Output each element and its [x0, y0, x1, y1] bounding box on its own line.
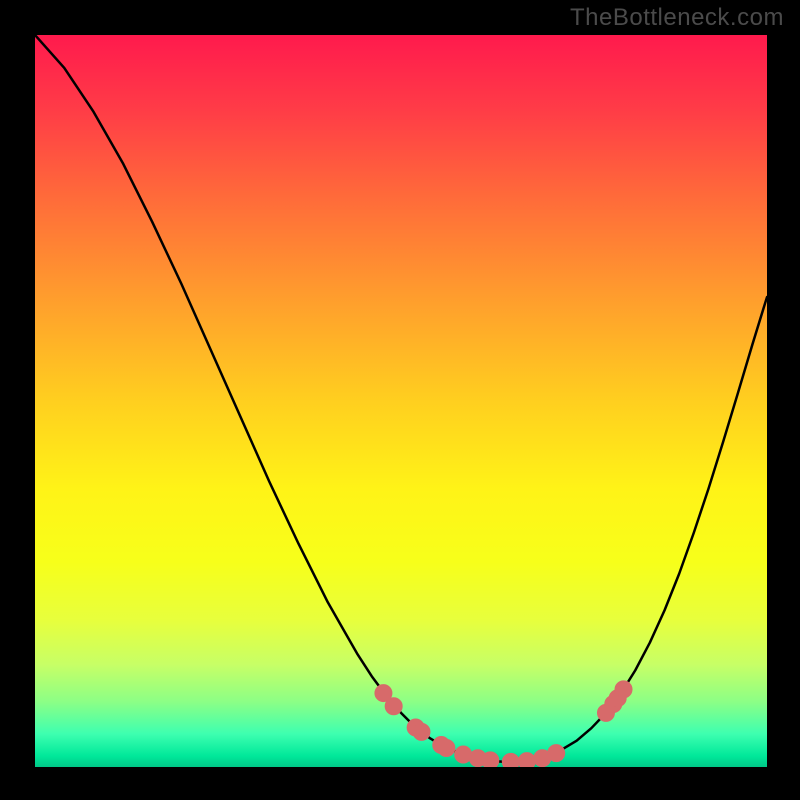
watermark-text: TheBottleneck.com: [570, 4, 784, 32]
gradient-background: [35, 35, 767, 767]
marker-dot: [438, 739, 455, 756]
marker-dot: [502, 753, 519, 767]
marker-dot: [615, 681, 632, 698]
marker-dot: [413, 723, 430, 740]
marker-dot: [548, 745, 565, 762]
chart-svg: [35, 35, 767, 767]
marker-dot: [385, 698, 402, 715]
marker-dot: [518, 753, 535, 767]
plot-area: [35, 35, 767, 767]
marker-dot: [482, 752, 499, 767]
